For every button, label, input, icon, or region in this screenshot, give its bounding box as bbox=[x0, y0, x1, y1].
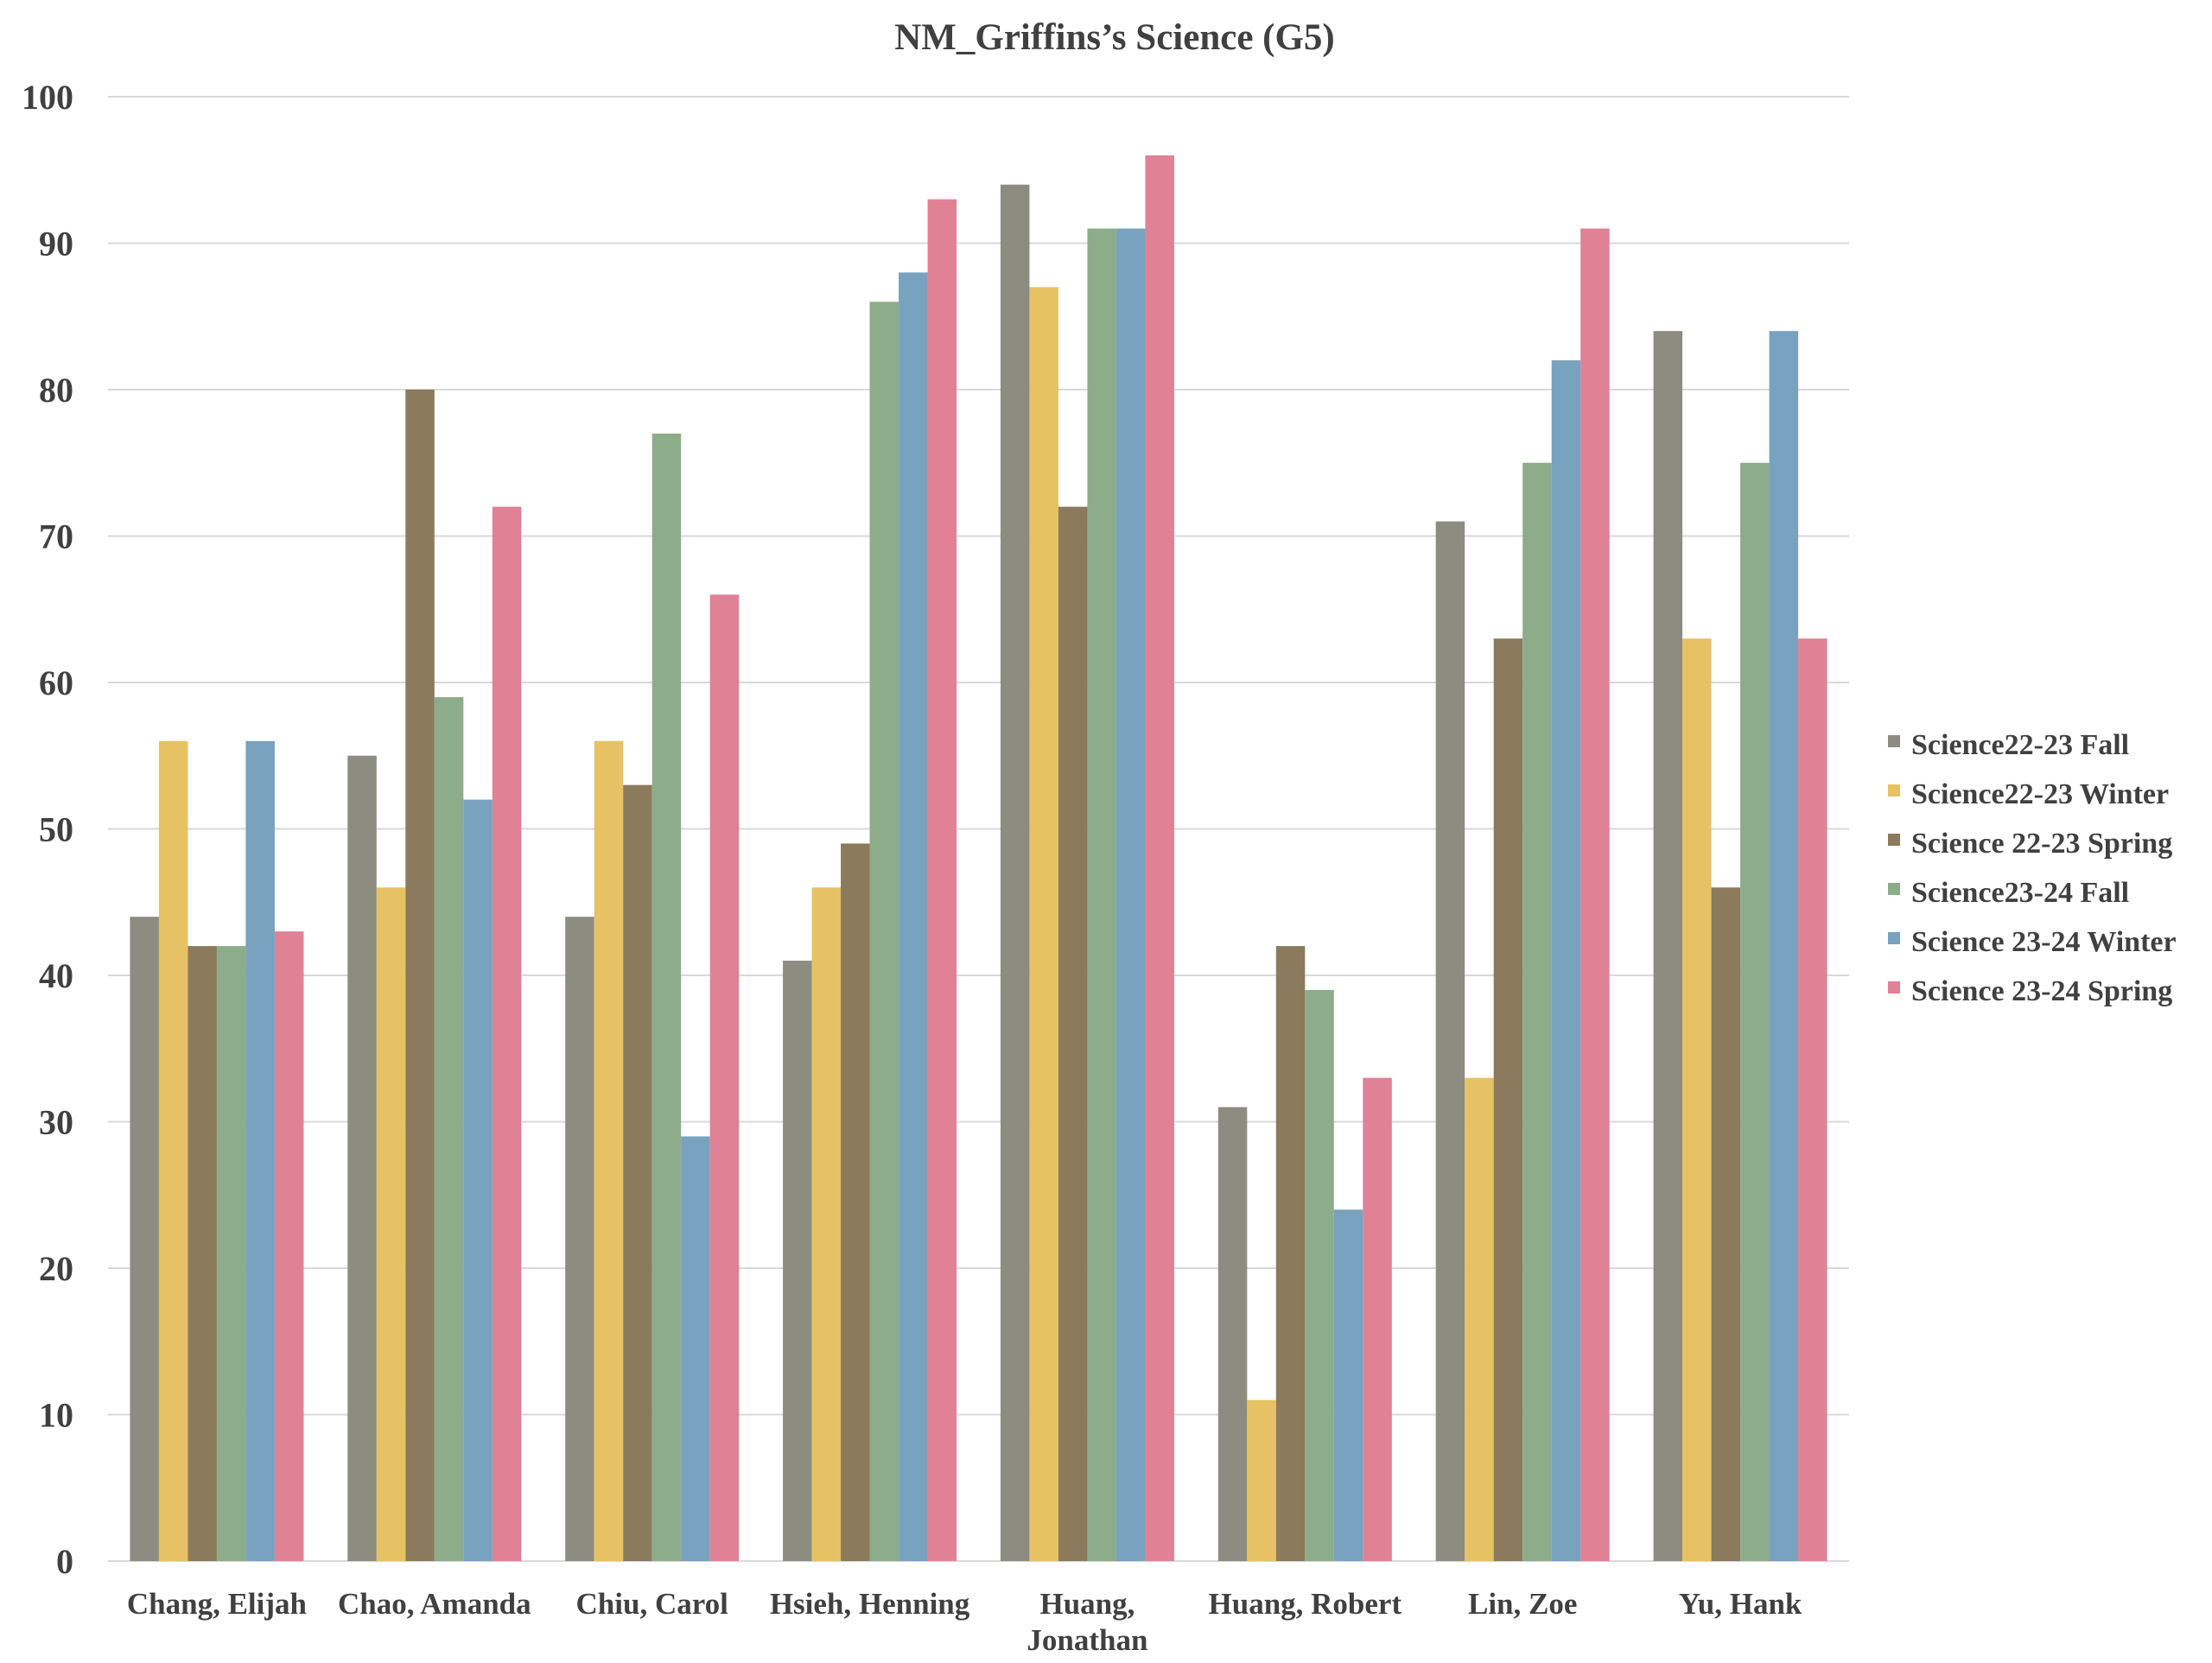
bar bbox=[245, 740, 275, 1561]
bar bbox=[376, 887, 406, 1561]
legend-label: Science 22-23 Spring bbox=[1911, 828, 2172, 860]
bar bbox=[1435, 521, 1465, 1561]
y-tick-label: 70 bbox=[39, 517, 73, 556]
legend: Science22-23 Fall Science22-23 Winter Scie… bbox=[1888, 729, 2177, 1007]
y-tick-label: 80 bbox=[39, 371, 73, 409]
legend-label: Science 23-24 Winter bbox=[1911, 926, 2177, 958]
bar bbox=[1029, 287, 1058, 1562]
bar bbox=[1058, 506, 1088, 1561]
bar bbox=[899, 272, 928, 1561]
bar bbox=[652, 433, 682, 1562]
bars bbox=[130, 155, 1827, 1562]
y-tick-label: 40 bbox=[39, 956, 73, 995]
chart-title: NM_Griffins’s Science (G5) bbox=[894, 17, 1335, 58]
bar bbox=[1305, 989, 1334, 1561]
bar bbox=[158, 740, 188, 1561]
x-tick-label: Chiu, Carol bbox=[576, 1587, 729, 1621]
bar bbox=[811, 887, 842, 1561]
y-tick-label: 30 bbox=[39, 1103, 73, 1142]
bar bbox=[405, 390, 435, 1561]
bar bbox=[1740, 462, 1770, 1561]
bar bbox=[681, 1136, 710, 1561]
bar bbox=[1682, 638, 1712, 1561]
x-tick-label: Huang, bbox=[1039, 1587, 1135, 1621]
legend-swatch bbox=[1888, 932, 1900, 944]
bar bbox=[347, 755, 377, 1561]
bar bbox=[1580, 228, 1610, 1561]
y-tick-label: 0 bbox=[56, 1542, 73, 1581]
bar bbox=[434, 696, 464, 1561]
legend-swatch bbox=[1888, 735, 1900, 747]
legend-label: Science23-24 Fall bbox=[1911, 877, 2129, 909]
bar bbox=[1769, 331, 1799, 1562]
legend-label: Science22-23 Winter bbox=[1911, 778, 2169, 810]
x-tick-label: Jonathan bbox=[1027, 1623, 1147, 1657]
bar bbox=[927, 199, 957, 1561]
bar bbox=[1465, 1077, 1494, 1561]
x-tick-label: Chao, Amanda bbox=[338, 1587, 531, 1621]
legend-label: Science22-23 Fall bbox=[1911, 729, 2129, 761]
bar bbox=[709, 594, 740, 1561]
bar bbox=[188, 946, 217, 1561]
legend-label: Science 23-24 Spring bbox=[1911, 975, 2172, 1007]
bar bbox=[1333, 1209, 1363, 1561]
x-tick-label: Huang, Robert bbox=[1209, 1587, 1402, 1621]
bar bbox=[1551, 360, 1581, 1562]
bar bbox=[1653, 331, 1683, 1562]
legend-swatch bbox=[1888, 834, 1900, 846]
bar bbox=[463, 799, 493, 1561]
x-tick-label: Hsieh, Henning bbox=[770, 1587, 970, 1621]
bar bbox=[130, 917, 159, 1561]
x-tick-label: Chang, Elijah bbox=[127, 1587, 307, 1621]
y-tick-label: 20 bbox=[39, 1249, 73, 1288]
bar bbox=[565, 917, 594, 1561]
legend-swatch bbox=[1888, 784, 1900, 797]
bar bbox=[274, 931, 304, 1561]
bar bbox=[1522, 462, 1552, 1561]
bar bbox=[594, 740, 624, 1561]
bar bbox=[841, 843, 870, 1561]
x-tick-label: Yu, Hank bbox=[1679, 1587, 1802, 1621]
bar bbox=[1087, 228, 1116, 1561]
y-tick-label: 50 bbox=[39, 810, 73, 849]
bar bbox=[623, 784, 652, 1561]
y-axis-ticks: 0 10 20 30 40 50 60 70 80 90 100 bbox=[22, 78, 73, 1581]
bar bbox=[1798, 638, 1827, 1561]
bar bbox=[783, 961, 812, 1561]
bar bbox=[1363, 1077, 1392, 1561]
x-tick-label: Lin, Zoe bbox=[1468, 1587, 1577, 1621]
y-tick-label: 90 bbox=[39, 225, 73, 263]
legend-swatch bbox=[1888, 981, 1900, 993]
bar bbox=[216, 946, 246, 1561]
bar bbox=[1493, 638, 1523, 1561]
y-tick-label: 100 bbox=[22, 78, 73, 117]
bar bbox=[1116, 228, 1146, 1561]
bar bbox=[1275, 946, 1306, 1561]
bar bbox=[1247, 1400, 1276, 1561]
bar bbox=[492, 506, 522, 1561]
bar bbox=[1711, 887, 1741, 1561]
x-axis-ticks: Chang, Elijah Chao, Amanda Chiu, Carol Hsie… bbox=[127, 1587, 1802, 1657]
y-tick-label: 10 bbox=[39, 1396, 73, 1435]
y-tick-label: 60 bbox=[39, 663, 73, 702]
bar bbox=[1217, 1107, 1248, 1561]
bar bbox=[1145, 155, 1174, 1561]
legend-swatch bbox=[1888, 883, 1900, 895]
bar bbox=[1000, 184, 1030, 1562]
bar bbox=[869, 301, 899, 1561]
